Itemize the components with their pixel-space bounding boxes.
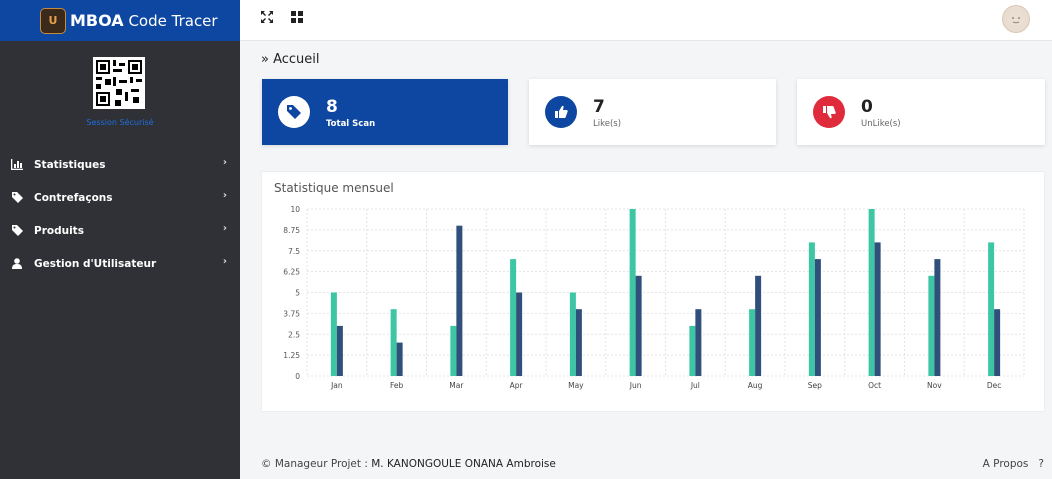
bar [635, 275, 642, 376]
bar [749, 309, 756, 376]
tag-icon [10, 192, 24, 204]
bar [516, 292, 523, 376]
avatar[interactable] [1002, 5, 1030, 33]
sidebar-item-contrefacons[interactable]: Contrefaçons › [0, 181, 240, 214]
footer-name: M. KANONGOULE ONANA Ambroise [371, 458, 556, 470]
brand[interactable]: U MBOA Code Tracer [0, 0, 240, 41]
grid-icon[interactable] [291, 10, 305, 24]
bar [336, 325, 343, 376]
brand-logo: U [40, 7, 66, 34]
bar [689, 325, 696, 376]
brand-name-bold: MBOA [70, 11, 124, 30]
bar [456, 225, 463, 376]
stat-card-likes[interactable]: 7 Like(s) [529, 79, 776, 145]
footer-links: A Propos ? [983, 458, 1044, 470]
chevron-right-icon: › [222, 190, 227, 201]
session-status: Session Sécurisé [86, 118, 154, 127]
chevron-right-icon: › [222, 223, 227, 234]
bar [629, 209, 636, 376]
stat-label: UnLike(s) [861, 119, 901, 129]
bar [994, 309, 1001, 376]
user-icon [10, 258, 24, 270]
bar [569, 292, 576, 376]
chevron-right-icon: › [222, 256, 227, 267]
sidebar-item-label: Gestion d'Utilisateur [34, 257, 157, 270]
sidebar-nav: Statistiques › Contrefaçons › Produits › [0, 148, 240, 280]
stat-value: 0 [861, 97, 873, 117]
bar [510, 259, 517, 376]
y-tick-label: 5 [295, 289, 300, 298]
x-tick-label: Jul [690, 381, 700, 390]
y-tick-label: 2.5 [288, 330, 300, 339]
bar [934, 259, 941, 376]
x-tick-label: Apr [510, 381, 524, 390]
x-tick-label: May [568, 381, 584, 390]
sidebar-item-produits[interactable]: Produits › [0, 214, 240, 247]
bar [330, 292, 337, 376]
x-tick-label: Feb [390, 381, 404, 390]
bar [695, 309, 702, 376]
brand-title: MBOA Code Tracer [70, 11, 218, 30]
y-tick-label: 10 [290, 205, 300, 214]
bar-chart-icon [10, 159, 24, 171]
tag-icon [278, 96, 310, 128]
tag-icon [10, 225, 24, 237]
panel-title: Statistique mensuel [274, 181, 394, 195]
x-tick-label: Aug [748, 381, 763, 390]
footer-credits: © Manageur Projet : M. KANONGOULE ONANA … [261, 458, 556, 470]
bar [988, 242, 995, 376]
chevron-right-icon: › [222, 157, 227, 168]
bar [928, 275, 935, 376]
y-tick-label: 3.75 [283, 309, 300, 318]
bar [808, 242, 815, 376]
thumbs-up-icon [545, 96, 577, 128]
sidebar-item-label: Contrefaçons [34, 191, 113, 204]
stat-card-total-scan[interactable]: 8 Total Scan [262, 79, 508, 145]
topbar [240, 0, 1052, 41]
bar [575, 309, 582, 376]
brand-logo-text: U [48, 14, 58, 27]
x-tick-label: Jan [330, 381, 343, 390]
stat-value: 8 [326, 97, 338, 117]
y-tick-label: 1.25 [283, 351, 300, 360]
stat-label: Total Scan [326, 119, 376, 129]
about-link[interactable]: A Propos [982, 458, 1029, 470]
stat-value: 7 [593, 97, 605, 117]
y-tick-label: 0 [295, 372, 300, 381]
x-tick-label: Mar [449, 381, 464, 390]
x-tick-label: Oct [868, 381, 881, 390]
bar [874, 242, 881, 376]
monthly-stats-panel: Statistique mensuel 0 1.25 2.5 3.75 5 6.25 7.5… [261, 171, 1045, 412]
fullscreen-icon[interactable] [261, 10, 275, 24]
x-tick-label: Jun [629, 381, 642, 390]
bar [814, 259, 821, 376]
sidebar-item-label: Statistiques [34, 158, 106, 171]
brand-name-rest: Code Tracer [128, 12, 218, 30]
y-tick-label: 7.5 [288, 247, 300, 256]
sidebar-item-statistiques[interactable]: Statistiques › [0, 148, 240, 181]
bar [390, 309, 397, 376]
x-tick-label: Dec [987, 381, 1002, 390]
bar [868, 209, 875, 376]
y-tick-label: 8.75 [283, 226, 300, 235]
thumbs-down-icon [813, 96, 845, 128]
footer-prefix: © Manageur Projet : [261, 458, 372, 470]
stat-card-unlikes[interactable]: 0 UnLike(s) [797, 79, 1045, 145]
breadcrumb: » Accueil [261, 52, 320, 67]
help-link[interactable]: ? [1038, 458, 1044, 470]
sidebar-item-gestion-utilisateur[interactable]: Gestion d'Utilisateur › [0, 247, 240, 280]
x-tick-label: Sep [808, 381, 822, 390]
bar [396, 342, 403, 376]
monthly-bar-chart: 0 1.25 2.5 3.75 5 6.25 7.5 8.75 10 Jan Feb Mar Apr Ma… [283, 205, 1025, 390]
y-tick-label: 6.25 [283, 268, 300, 277]
x-tick-label: Nov [927, 381, 942, 390]
bar [450, 325, 457, 376]
qr-code-image [93, 57, 145, 109]
bar [755, 275, 762, 376]
sidebar: U MBOA Code Tracer Session Sécurisé St [0, 0, 240, 479]
stat-label: Like(s) [593, 119, 622, 129]
sidebar-item-label: Produits [34, 224, 84, 237]
